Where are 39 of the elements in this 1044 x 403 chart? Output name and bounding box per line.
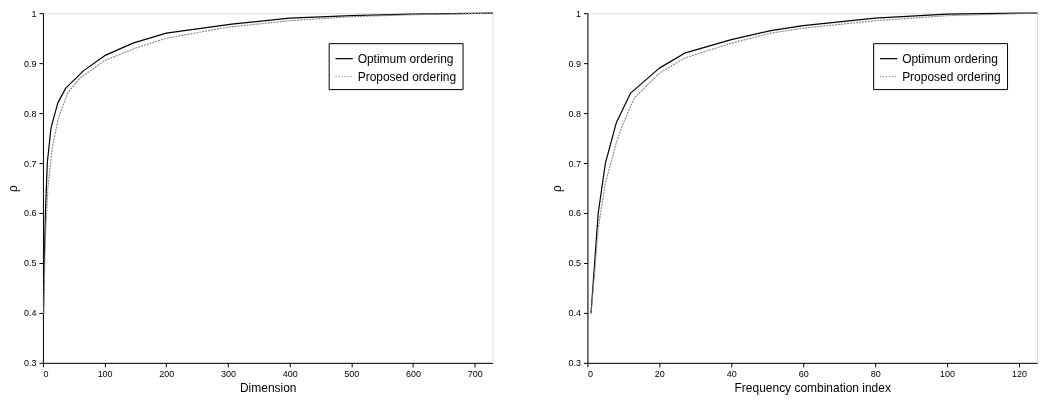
x-tick-label: 100 [940,369,956,380]
x-tick-label: 120 [1012,369,1028,380]
legend-label: Proposed ordering [357,69,457,84]
x-tick-label: 0 [587,369,593,380]
y-tick-label: 0.9 [568,58,581,69]
y-tick-label: 0.7 [23,158,37,169]
x-tick-label: 0 [43,369,49,380]
x-axis-title: Frequency combination index [734,381,891,396]
y-tick-label: 0.3 [23,358,37,369]
x-tick-label: 700 [467,369,483,380]
y-tick-label: 0.8 [23,108,37,119]
legend-label: Optimum ordering [902,51,998,66]
y-tick-label: 1 [575,8,581,19]
legend-label: Optimum ordering [357,51,454,66]
x-tick-label: 100 [97,369,113,380]
x-tick-label: 40 [726,369,737,380]
x-tick-label: 60 [798,369,809,380]
y-tick-label: 1 [31,8,37,19]
y-tick-label: 0.4 [568,308,581,319]
legend-label: Proposed ordering [902,69,1001,84]
x-tick-label: 600 [405,369,421,380]
y-axis-title: ρ [5,184,20,192]
x-tick-label: 20 [654,369,665,380]
y-tick-label: 0.6 [568,208,581,219]
y-tick-label: 0.8 [568,108,581,119]
x-tick-label: 80 [870,369,881,380]
x-tick-label: 200 [159,369,175,380]
y-tick-label: 0.6 [23,208,37,219]
x-axis-title: Dimension [239,381,297,396]
y-axis-title: ρ [550,184,565,192]
y-tick-label: 0.5 [23,258,37,269]
y-tick-label: 0.4 [23,308,37,319]
y-tick-label: 0.9 [23,58,37,69]
x-tick-label: 300 [220,369,236,380]
y-tick-label: 0.3 [568,358,581,369]
y-tick-label: 0.7 [568,158,581,169]
x-tick-label: 500 [344,369,360,380]
y-tick-label: 0.5 [568,258,581,269]
x-tick-label: 400 [282,369,298,380]
